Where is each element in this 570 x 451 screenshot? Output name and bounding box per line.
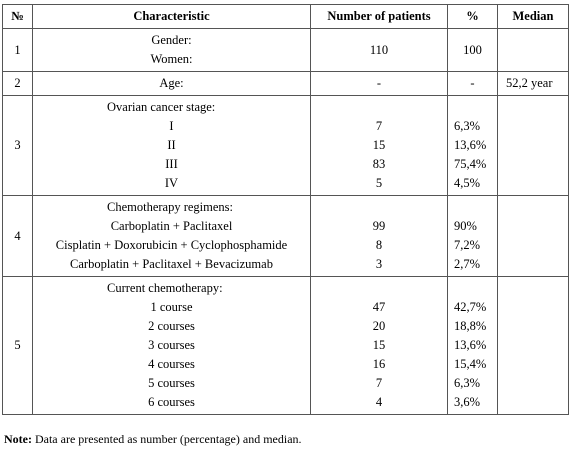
- note-text: Data are presented as number (percentage…: [34, 432, 302, 446]
- item-label: IV: [164, 176, 179, 190]
- row-number: 5: [2, 276, 33, 415]
- row-number: 1: [2, 28, 33, 72]
- item-label: Carboplatin + Paclitaxel + Bevacizumab: [70, 257, 273, 271]
- characteristic: Current chemotherapy: 1 course 2 courses 3 …: [32, 276, 311, 415]
- item-percent: 13,6%: [454, 338, 487, 352]
- column-header: Number of patients: [310, 4, 448, 29]
- characteristic: Gender: Women:: [32, 28, 311, 72]
- item-percent: 6,3%: [454, 119, 481, 133]
- item-label: I: [169, 119, 174, 133]
- item-patients: 4: [375, 395, 383, 409]
- table-body: 1 Gender: Women: 110 100 2 Age: - -52,2 year 3 Ova…: [2, 28, 569, 415]
- item-label: 3 courses: [148, 338, 195, 352]
- item-percent: 3,6%: [454, 395, 481, 409]
- section-heading: Ovarian cancer stage:: [107, 100, 216, 114]
- median: [497, 195, 569, 277]
- characteristic: Chemotherapy regimens: Carboplatin + Pacl…: [32, 195, 311, 277]
- spacer: [315, 198, 443, 217]
- item-percent: 15,4%: [454, 357, 487, 371]
- row-number: 2: [2, 71, 33, 96]
- spacer: [454, 279, 493, 298]
- item-percent: 42,7%: [454, 300, 487, 314]
- characteristic-line: Age:: [159, 76, 184, 90]
- patients: 110: [310, 28, 448, 72]
- item-label: 5 courses: [148, 376, 195, 390]
- item-patients: 20: [372, 319, 386, 333]
- row-number: 3: [2, 95, 33, 196]
- patients: 47 20 15 16 7 4: [310, 276, 448, 415]
- item-patients: 15: [372, 338, 386, 352]
- column-header: №: [2, 4, 33, 29]
- median: [497, 28, 569, 72]
- percent: 90% 7,2% 2,7%: [447, 195, 498, 277]
- item-patients: 83: [372, 157, 386, 171]
- table-row: 4 Chemotherapy regimens: Carboplatin + Pac…: [2, 195, 569, 277]
- header-row: № Characteristic Number of patients% Median: [2, 4, 569, 29]
- item-percent: 7,2%: [454, 238, 481, 252]
- item-patients: 3: [375, 257, 383, 271]
- column-header: Characteristic: [32, 4, 311, 29]
- characteristic: Age:: [32, 71, 311, 96]
- spacer: [315, 279, 443, 298]
- item-label: II: [167, 138, 176, 152]
- percent: 6,3% 13,6% 75,4% 4,5%: [447, 95, 498, 196]
- table-row: 3 Ovarian cancer stage: I II III IV 7 15 83 5 6,3%…: [2, 95, 569, 196]
- table-row: 2 Age: - -52,2 year: [2, 71, 569, 96]
- percent: 42,7% 18,8% 13,6% 15,4% 6,3% 3,6%: [447, 276, 498, 415]
- note-label: Note:: [4, 432, 32, 446]
- item-patients: 5: [375, 176, 383, 190]
- item-label: Carboplatin + Paclitaxel: [110, 219, 233, 233]
- item-percent: 4,5%: [454, 176, 481, 190]
- table-row: 5 Current chemotherapy: 1 course 2 courses 3…: [2, 276, 569, 415]
- median: [497, 95, 569, 196]
- item-percent: 75,4%: [454, 157, 487, 171]
- patients: 99 8 3: [310, 195, 448, 277]
- spacer: [454, 98, 493, 117]
- item-label: 1 course: [150, 300, 193, 314]
- median: [497, 276, 569, 415]
- row-number: 4: [2, 195, 33, 277]
- item-label: 4 courses: [148, 357, 195, 371]
- item-label: Cisplatin + Doxorubicin + Cyclophosphami…: [55, 238, 288, 252]
- item-patients: 8: [375, 238, 383, 252]
- column-header: %: [447, 4, 498, 29]
- item-label: III: [165, 157, 178, 171]
- item-patients: 7: [375, 376, 383, 390]
- item-percent: 90%: [454, 219, 477, 233]
- item-label: 2 courses: [148, 319, 195, 333]
- item-patients: 7: [375, 119, 383, 133]
- item-percent: 2,7%: [454, 257, 481, 271]
- section-heading: Current chemotherapy:: [107, 281, 223, 295]
- characteristic-line: Gender:: [151, 33, 192, 47]
- table-row: 1 Gender: Women: 110 100: [2, 28, 569, 72]
- section-heading: Chemotherapy regimens:: [107, 200, 234, 214]
- patients: 7 15 83 5: [310, 95, 448, 196]
- item-patients: 16: [372, 357, 386, 371]
- spacer: [315, 98, 443, 117]
- note: Note: Data are presented as number (perc…: [4, 432, 302, 447]
- patients: -: [310, 71, 448, 96]
- item-patients: 47: [372, 300, 386, 314]
- item-patients: 15: [372, 138, 386, 152]
- percent: -: [447, 71, 498, 96]
- item-patients: 99: [372, 219, 386, 233]
- item-percent: 6,3%: [454, 376, 481, 390]
- characteristic: Ovarian cancer stage: I II III IV: [32, 95, 311, 196]
- median: 52,2 year: [497, 71, 569, 96]
- item-percent: 13,6%: [454, 138, 487, 152]
- data-table: № Characteristic Number of patients% Median…: [2, 4, 569, 415]
- spacer: [454, 198, 493, 217]
- percent: 100: [447, 28, 498, 72]
- item-label: 6 courses: [148, 395, 195, 409]
- column-header: Median: [497, 4, 569, 29]
- item-percent: 18,8%: [454, 319, 487, 333]
- characteristic-line: Women:: [150, 52, 193, 66]
